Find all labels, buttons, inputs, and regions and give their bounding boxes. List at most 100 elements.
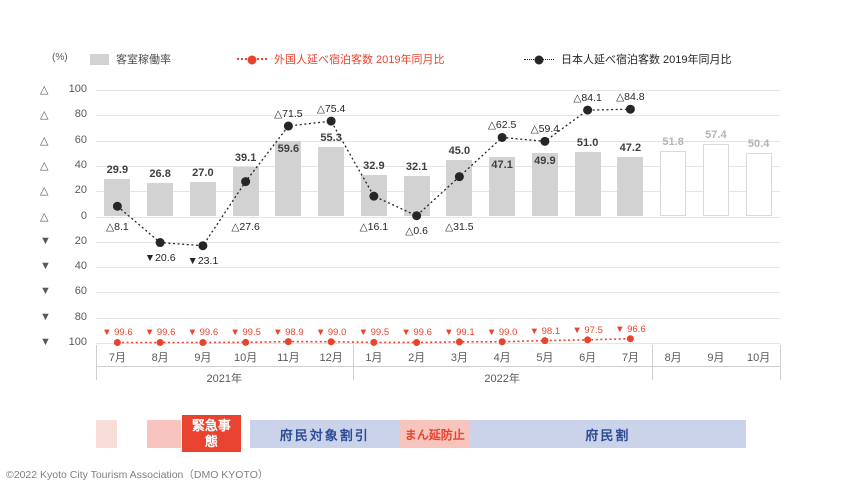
legend-japanese-text: 日本人延べ宿泊客数 2019年同月比: [561, 54, 732, 66]
red-dotted-line-icon: [237, 55, 267, 65]
japanese-point-label: ▼23.1: [187, 254, 219, 267]
gridline: [96, 115, 780, 117]
axis-line: [96, 366, 780, 367]
japanese-point-label: ▼20.6: [144, 251, 176, 264]
legend-foreign-text: 外国人延べ宿泊客数 2019年同月比: [274, 54, 445, 66]
month-label: 4月: [493, 352, 511, 364]
bar: [104, 178, 131, 217]
y-axis-value: 20: [74, 234, 87, 247]
japanese-point-label: △84.8: [616, 91, 645, 104]
bar: [617, 156, 644, 217]
foreign-point-label: ▼ 99.5: [230, 327, 261, 339]
japanese-line-dot: [583, 105, 593, 115]
year-label: 2022年: [484, 373, 520, 385]
gridline: [96, 317, 780, 319]
foreign-line-dot: [626, 335, 634, 343]
month-label: 10月: [234, 352, 258, 364]
y-axis-symbol: △: [40, 109, 49, 122]
gridline: [96, 241, 780, 243]
foreign-line-dot: [327, 338, 335, 346]
bar-value-label: 27.0: [192, 167, 214, 180]
axis-tick: [96, 345, 97, 380]
bar: [574, 151, 601, 217]
gridline: [96, 292, 780, 294]
month-label: 8月: [151, 352, 169, 364]
y-axis-unit-label: (%): [52, 52, 68, 63]
bar: [189, 182, 216, 217]
y-axis-symbol: ▼: [40, 285, 51, 298]
bar-value-label: 26.8: [149, 167, 171, 180]
y-axis-symbol: ▼: [40, 310, 51, 323]
y-axis-label: △ 40: [40, 159, 87, 172]
legend-japanese: 日本人延べ宿泊客数 2019年同月比: [524, 51, 732, 67]
y-axis-label: △ 0: [40, 210, 87, 223]
y-axis-label: △ 80: [40, 108, 87, 121]
japanese-point-label: △84.1: [573, 92, 602, 105]
gridline: [96, 343, 780, 344]
bar-value-label: 29.9: [106, 163, 129, 176]
y-axis-symbol: ▼: [40, 234, 51, 247]
bar: [147, 182, 174, 217]
month-label: 9月: [194, 352, 212, 364]
y-axis-symbol: △: [40, 185, 49, 198]
foreign-line-dot: [284, 338, 292, 346]
y-axis-symbol: △: [40, 84, 49, 96]
month-label: 6月: [579, 352, 597, 364]
month-label: 11月: [277, 352, 300, 364]
policy-band: [147, 420, 182, 448]
month-label: 9月: [707, 352, 725, 364]
y-axis-label: △ 60: [40, 134, 87, 147]
foreign-point-label: ▼ 98.1: [529, 325, 561, 337]
gridline: [96, 216, 780, 218]
japanese-line-dot: [625, 104, 635, 114]
y-axis-value: 80: [74, 108, 87, 121]
policy-band: まん延防止: [399, 420, 471, 448]
foreign-point-label: ▼ 99.6: [144, 327, 176, 339]
month-label: 7月: [621, 352, 639, 364]
bar-value-label: 45.0: [448, 144, 471, 157]
bar: [232, 167, 259, 217]
japanese-point-label: △8.1: [106, 220, 129, 233]
foreign-point-label: ▼ 97.5: [572, 324, 603, 336]
foreign-point-label: ▼ 99.1: [444, 326, 475, 338]
policy-band: 府民対象割引: [249, 420, 400, 448]
month-label: 1月: [365, 352, 383, 364]
bar: [403, 175, 430, 217]
foreign-point-label: ▼ 99.6: [401, 327, 432, 339]
month-label: 10月: [747, 352, 771, 364]
bar-value-label: 39.1: [234, 152, 257, 165]
y-axis-value: 0: [80, 209, 87, 222]
japanese-line-dot: [283, 121, 293, 131]
bar-value-label: 32.9: [363, 159, 385, 172]
y-axis-label: △ 100: [40, 83, 87, 96]
black-dot-icon: [534, 55, 544, 64]
bar-value-label: 59.6: [277, 143, 300, 156]
bar-value-label: 32.1: [405, 160, 428, 173]
japanese-point-label: △31.5: [445, 220, 474, 233]
foreign-point-label: ▼ 99.6: [102, 327, 133, 339]
bar-value-label: 55.3: [320, 131, 342, 144]
y-axis-value: 40: [74, 158, 87, 171]
bar-forecast: [745, 152, 772, 217]
bar-value-label: 51.0: [576, 136, 599, 149]
foreign-line: [117, 337, 631, 344]
axis-tick: [352, 345, 354, 380]
month-label: 12月: [319, 352, 343, 364]
foreign-point-label: ▼ 96.6: [615, 323, 646, 335]
copyright: ©2022 Kyoto City Tourism Association（DMO…: [6, 469, 269, 481]
gridline: [96, 267, 780, 269]
foreign-point-label: ▼ 99.0: [315, 326, 347, 338]
y-axis-symbol: ▼: [40, 336, 51, 348]
black-dotted-line-icon: [524, 55, 554, 64]
month-label: 5月: [536, 352, 554, 364]
y-axis-symbol: △: [40, 210, 49, 223]
bar-value-label: 49.9: [534, 155, 556, 168]
bar: [446, 159, 473, 217]
bar: [318, 146, 345, 217]
month-label: 7月: [108, 352, 126, 364]
y-axis-symbol: △: [40, 134, 49, 147]
japanese-point-label: △75.4: [316, 103, 346, 116]
y-axis-value: 80: [74, 310, 87, 323]
y-axis-value: 100: [68, 336, 87, 348]
month-label: 3月: [450, 352, 468, 364]
